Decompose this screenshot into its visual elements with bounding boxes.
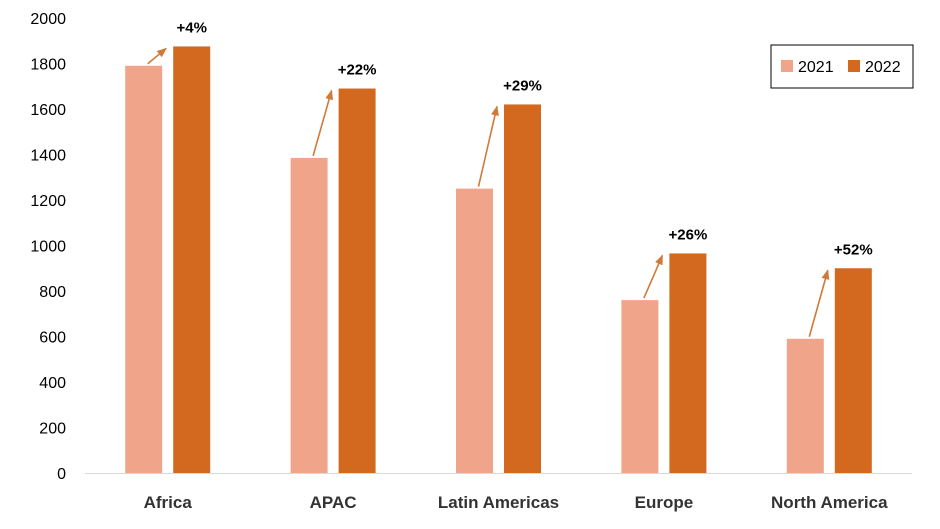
x-category-label: Africa	[144, 493, 193, 512]
x-axis: Africa APAC Latin Americas Europe North Amer…	[85, 473, 912, 512]
bar-2022-africa	[173, 46, 211, 473]
y-tick-label: 800	[39, 284, 66, 301]
y-tick-label: 600	[39, 330, 66, 347]
bar-2021-apac	[290, 157, 328, 473]
growth-percent-label: +4%	[176, 19, 206, 36]
y-tick-label: 1600	[30, 102, 66, 119]
x-category-label: North America	[771, 493, 888, 512]
growth-arrows-group: +4% +22% +29% +26% +52%	[147, 19, 873, 337]
y-tick-label: 1400	[30, 148, 66, 165]
legend-label-2022: 2022	[865, 59, 901, 76]
x-category-label: APAC	[310, 493, 357, 512]
x-category-label: Latin Americas	[438, 493, 559, 512]
growth-percent-label: +29%	[503, 77, 542, 94]
bar-2022-apac	[338, 88, 376, 474]
legend: 2021 2022	[770, 44, 914, 89]
y-tick-label: 0	[57, 466, 66, 483]
growth-percent-label: +52%	[834, 241, 873, 258]
growth-percent-label: +26%	[669, 226, 708, 243]
legend-swatch-2021	[781, 60, 793, 72]
legend-swatch-2022	[848, 60, 860, 72]
y-tick-label: 1000	[30, 239, 66, 256]
y-tick-label: 400	[39, 375, 66, 392]
y-tick-label: 2000	[30, 11, 66, 28]
bar-2021-europe	[621, 300, 659, 473]
growth-arrow	[643, 254, 664, 299]
growth-arrow	[312, 89, 333, 157]
bars-group	[125, 46, 872, 474]
legend-box	[770, 44, 914, 89]
bar-2022-europe	[669, 253, 707, 473]
bar-2022-latin-americas	[504, 104, 541, 473]
growth-arrow	[477, 105, 499, 187]
growth-percent-label: +22%	[338, 62, 377, 79]
y-axis: 0 200 400 600 800 1000 1200 1400 1600 1800 2000	[30, 11, 66, 483]
growth-arrow	[808, 269, 830, 337]
bar-2021-north-america	[786, 338, 824, 473]
legend-label-2021: 2021	[798, 59, 834, 76]
bar-2021-africa	[125, 65, 163, 474]
x-category-label: Europe	[635, 493, 694, 512]
bar-2022-north-america	[834, 268, 872, 473]
bar-2021-latin-americas	[456, 188, 493, 473]
y-tick-label: 1800	[30, 57, 66, 74]
growth-arrow	[147, 47, 167, 65]
y-tick-label: 200	[39, 421, 66, 438]
y-tick-label: 1200	[30, 193, 66, 210]
